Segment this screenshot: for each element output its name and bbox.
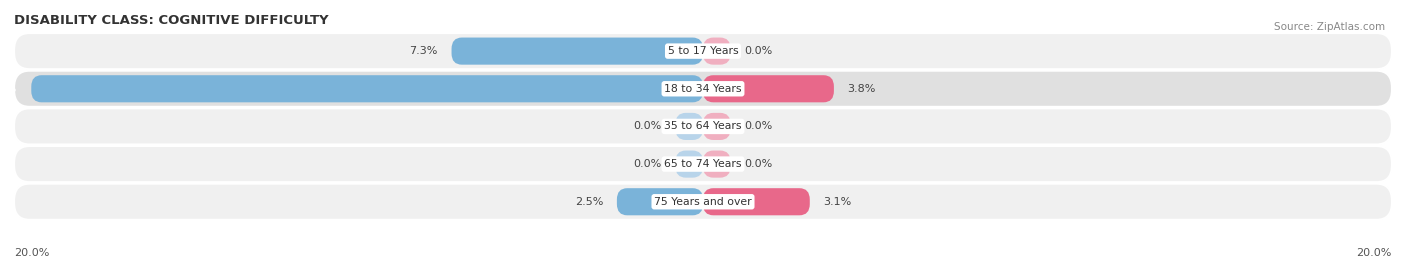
FancyBboxPatch shape xyxy=(703,188,810,215)
Text: 7.3%: 7.3% xyxy=(409,46,437,56)
FancyBboxPatch shape xyxy=(14,71,1392,107)
FancyBboxPatch shape xyxy=(14,184,1392,220)
Text: 18 to 34 Years: 18 to 34 Years xyxy=(664,84,742,94)
FancyBboxPatch shape xyxy=(675,113,703,140)
Text: 3.1%: 3.1% xyxy=(824,197,852,207)
Text: 75 Years and over: 75 Years and over xyxy=(654,197,752,207)
Text: 0.0%: 0.0% xyxy=(744,121,772,132)
Text: 20.0%: 20.0% xyxy=(14,248,49,258)
FancyBboxPatch shape xyxy=(703,38,731,65)
Text: Source: ZipAtlas.com: Source: ZipAtlas.com xyxy=(1274,22,1385,31)
Text: 0.0%: 0.0% xyxy=(744,159,772,169)
FancyBboxPatch shape xyxy=(675,151,703,178)
Text: 3.8%: 3.8% xyxy=(848,84,876,94)
Text: 65 to 74 Years: 65 to 74 Years xyxy=(664,159,742,169)
FancyBboxPatch shape xyxy=(703,113,731,140)
FancyBboxPatch shape xyxy=(31,75,703,102)
FancyBboxPatch shape xyxy=(703,75,834,102)
Text: 2.5%: 2.5% xyxy=(575,197,603,207)
Text: 0.0%: 0.0% xyxy=(634,121,662,132)
FancyBboxPatch shape xyxy=(14,108,1392,144)
Text: 0.0%: 0.0% xyxy=(744,46,772,56)
FancyBboxPatch shape xyxy=(617,188,703,215)
FancyBboxPatch shape xyxy=(703,151,731,178)
Text: 35 to 64 Years: 35 to 64 Years xyxy=(664,121,742,132)
Text: DISABILITY CLASS: COGNITIVE DIFFICULTY: DISABILITY CLASS: COGNITIVE DIFFICULTY xyxy=(14,14,329,27)
Text: 5 to 17 Years: 5 to 17 Years xyxy=(668,46,738,56)
FancyBboxPatch shape xyxy=(14,33,1392,69)
Text: 19.5%: 19.5% xyxy=(0,84,17,94)
FancyBboxPatch shape xyxy=(451,38,703,65)
FancyBboxPatch shape xyxy=(14,146,1392,182)
Text: 0.0%: 0.0% xyxy=(634,159,662,169)
Text: 20.0%: 20.0% xyxy=(1357,248,1392,258)
